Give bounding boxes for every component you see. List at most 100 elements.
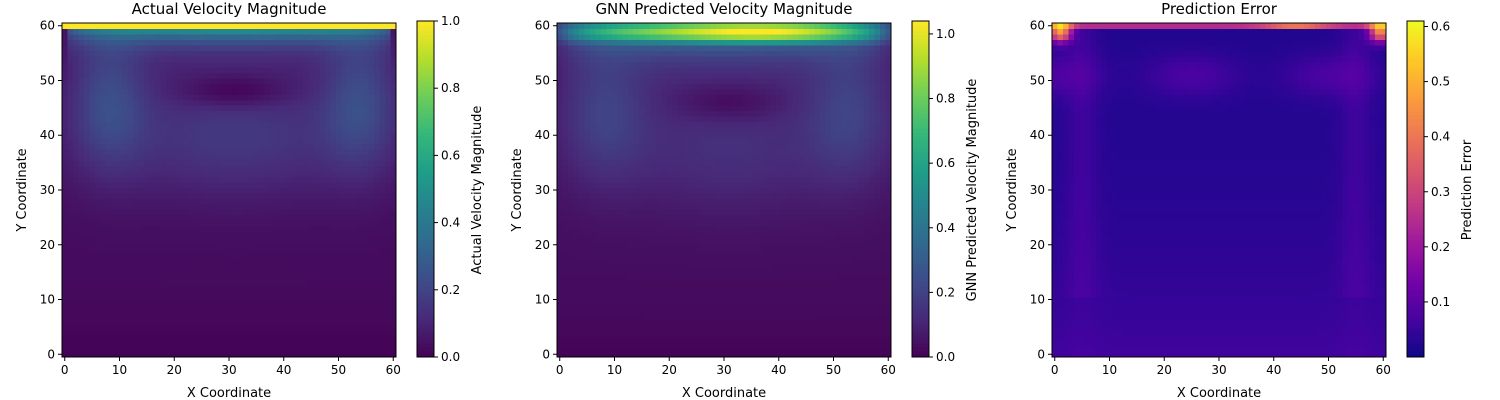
heatmap-cell — [595, 307, 602, 314]
heatmap-cell — [639, 285, 646, 292]
heatmap-cell — [248, 33, 255, 41]
heatmap-cell — [209, 203, 216, 210]
heatmap-cell — [368, 307, 375, 314]
heatmap-cell — [270, 121, 277, 128]
heatmap-cell — [330, 236, 337, 243]
heatmap-cell — [368, 247, 375, 254]
heatmap-cell — [595, 291, 602, 298]
heatmap-cell — [253, 72, 260, 79]
heatmap-cell — [363, 72, 370, 79]
heatmap-cell — [116, 258, 123, 265]
heatmap-cell — [220, 225, 227, 232]
heatmap-cell — [237, 324, 244, 331]
heatmap-cell — [193, 269, 200, 276]
heatmap-cell — [584, 291, 591, 298]
heatmap-cell — [105, 137, 112, 145]
heatmap-cell — [215, 50, 222, 57]
heatmap-cell — [67, 77, 74, 84]
y-tick-label: 20 — [40, 238, 55, 252]
heatmap-cell — [368, 83, 375, 90]
heatmap-cell — [291, 296, 299, 303]
heatmap-cell — [803, 318, 810, 325]
heatmap-cell — [302, 258, 309, 265]
heatmap-cell — [319, 148, 326, 156]
heatmap-cell — [308, 66, 315, 73]
heatmap-cell — [617, 324, 624, 331]
heatmap-cell — [617, 296, 624, 303]
heatmap-cell — [253, 214, 260, 221]
heatmap-cell — [78, 121, 85, 128]
heatmap-cell — [187, 247, 195, 254]
heatmap-cell — [666, 280, 673, 287]
heatmap-cell — [237, 214, 244, 221]
heatmap-cell — [363, 269, 370, 276]
heatmap-cell — [105, 33, 112, 41]
heatmap-cell — [171, 88, 178, 95]
heatmap-cell — [363, 302, 370, 309]
heatmap-cell — [847, 274, 854, 281]
heatmap-cell — [94, 88, 101, 95]
heatmap-cell — [270, 83, 277, 90]
heatmap-cell — [209, 116, 216, 123]
heatmap-cell — [286, 329, 293, 336]
heatmap-cell — [330, 192, 337, 199]
heatmap-cell — [144, 274, 151, 281]
heatmap-cell — [732, 324, 739, 331]
heatmap-cell — [286, 252, 293, 260]
heatmap-cell — [253, 23, 260, 30]
heatmap-cell — [220, 318, 227, 325]
heatmap-cell — [264, 148, 271, 156]
heatmap-cell — [330, 121, 337, 128]
heatmap-cell — [363, 176, 370, 183]
heatmap-cell — [302, 137, 309, 145]
heatmap-cell — [78, 209, 85, 216]
heatmap-cell — [313, 176, 320, 183]
heatmap-cell — [286, 55, 293, 62]
heatmap-cell — [352, 99, 359, 106]
heatmap-cell — [100, 66, 107, 73]
heatmap-cell — [215, 23, 222, 30]
heatmap-cell — [242, 121, 249, 128]
heatmap-cell — [302, 318, 309, 325]
heatmap-cell — [655, 307, 662, 314]
heatmap-cell — [155, 110, 162, 117]
heatmap-cell — [633, 291, 640, 298]
heatmap-cell — [562, 335, 569, 342]
heatmap-cell — [357, 143, 364, 150]
heatmap-cell — [259, 285, 266, 292]
heatmap-cell — [880, 340, 887, 347]
heatmap-cell — [138, 242, 145, 249]
heatmap-cell — [677, 274, 684, 281]
heatmap-cell — [330, 296, 337, 303]
heatmap-cell — [105, 236, 112, 243]
heatmap-cell — [248, 39, 255, 46]
heatmap-cell — [171, 165, 178, 172]
heatmap-cell — [363, 296, 370, 303]
heatmap-cell — [226, 285, 233, 292]
heatmap-cell — [133, 274, 140, 281]
heatmap-cell — [677, 351, 684, 358]
heatmap-cell — [584, 307, 591, 314]
heatmap-cell — [628, 329, 635, 336]
heatmap-cell — [721, 324, 728, 331]
heatmap-cell — [248, 121, 255, 128]
heatmap-cell — [847, 269, 854, 276]
heatmap-cell — [144, 263, 151, 270]
heatmap-cell — [220, 220, 227, 227]
heatmap-cell — [144, 28, 151, 35]
heatmap-cell — [611, 313, 618, 320]
heatmap-cell — [390, 170, 397, 177]
heatmap-cell — [215, 296, 222, 303]
heatmap-cell — [330, 66, 337, 73]
heatmap-cell — [94, 203, 101, 210]
heatmap-cell — [72, 302, 80, 309]
heatmap-cell — [231, 258, 238, 265]
heatmap-cell — [650, 258, 657, 265]
heatmap-cell — [215, 28, 222, 35]
heatmap-cell — [226, 351, 233, 358]
heatmap-cell — [62, 351, 69, 358]
heatmap-cell — [226, 280, 233, 287]
heatmap-cell — [182, 296, 189, 303]
heatmap-cell — [259, 203, 266, 210]
heatmap-cell — [122, 335, 129, 342]
